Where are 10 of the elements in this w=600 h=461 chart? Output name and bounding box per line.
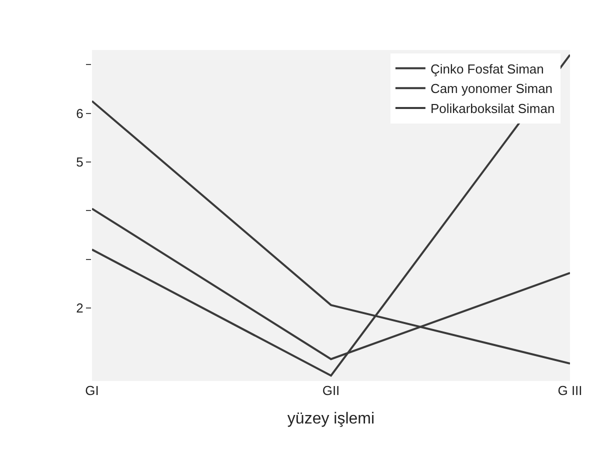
x-tick-label: GII [322,383,340,398]
legend-label: Çinko Fosfat Siman [430,61,544,76]
x-tick-label: GI [85,383,99,398]
x-axis-title: yüzey işlemi [287,410,375,428]
y-tick-label: 6 [76,106,84,121]
y-tick-label: 5 [76,154,84,170]
legend-label: Cam yonomer Siman [430,81,553,96]
y-tick-label: 2 [76,300,84,316]
x-tick-label: G III [558,383,582,398]
legend-label: Polikarboksilat Siman [430,101,555,116]
